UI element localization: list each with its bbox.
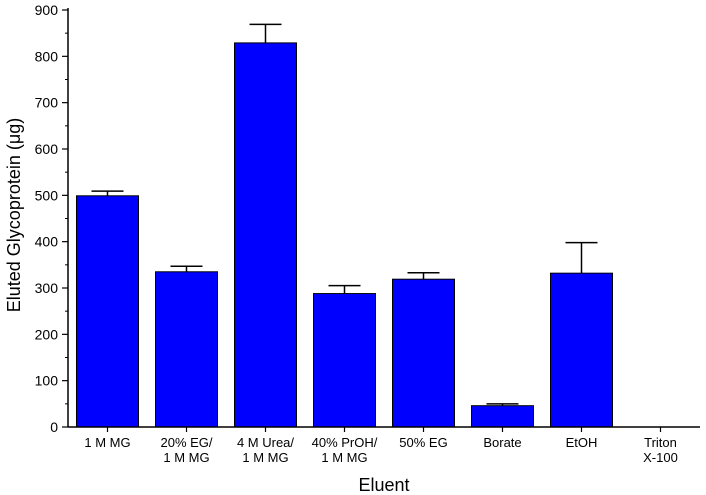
y-tick-label: 600 bbox=[35, 141, 59, 157]
bar-0 bbox=[76, 195, 139, 428]
bar-6 bbox=[550, 272, 613, 428]
x-tick-label: 1 M MG bbox=[242, 450, 288, 465]
x-tick-label: 20% EG/ bbox=[160, 435, 212, 450]
y-tick-label: 0 bbox=[50, 419, 58, 435]
y-tick-label: 800 bbox=[35, 48, 59, 64]
x-tick-label: Triton bbox=[644, 435, 677, 450]
bar-2 bbox=[234, 42, 297, 428]
x-axis-title: Eluent bbox=[358, 475, 409, 495]
y-tick-label: 500 bbox=[35, 187, 59, 203]
x-tick-label: 4 M Urea/ bbox=[237, 435, 294, 450]
bars-group bbox=[76, 42, 613, 428]
y-tick-label: 300 bbox=[35, 280, 59, 296]
y-tick-label: 700 bbox=[35, 95, 59, 111]
x-tick-label: Borate bbox=[483, 435, 521, 450]
x-tick-label: 1 M MG bbox=[84, 435, 130, 450]
error-bars-group bbox=[91, 23, 598, 406]
bar-3 bbox=[313, 293, 376, 428]
bar-4 bbox=[392, 278, 455, 428]
x-tick-label: 1 M MG bbox=[163, 450, 209, 465]
x-tick-label: 1 M MG bbox=[321, 450, 367, 465]
y-tick-label: 200 bbox=[35, 326, 59, 342]
y-ticks-group: 0 100 200 300 400 500 600 700 800 900 bbox=[35, 2, 68, 435]
x-tick-label: X-100 bbox=[643, 450, 678, 465]
x-tick-label: EtOH bbox=[566, 435, 598, 450]
x-tick-label: 40% PrOH/ bbox=[312, 435, 378, 450]
y-axis-title: Eluted Glycoprotein (μg) bbox=[4, 118, 24, 312]
y-tick-label: 100 bbox=[35, 373, 59, 389]
bar-5 bbox=[471, 405, 534, 428]
y-tick-label: 400 bbox=[35, 234, 59, 250]
y-tick-label: 900 bbox=[35, 2, 59, 18]
bar-1 bbox=[155, 271, 218, 428]
x-tick-label: 50% EG bbox=[399, 435, 447, 450]
